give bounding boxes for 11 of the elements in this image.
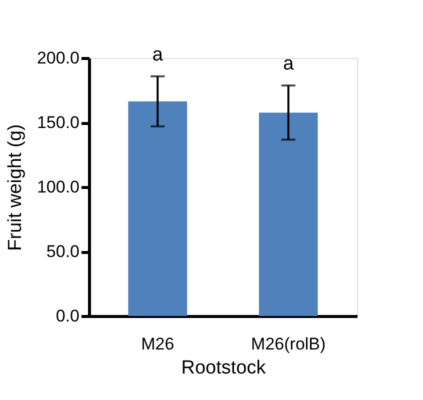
x-tick-label: M26 <box>141 334 174 354</box>
y-axis-title: Fruit weight (g) <box>4 124 26 251</box>
x-tick-label: M26(rolB) <box>251 334 326 354</box>
y-tick-label: 0.0 <box>56 306 80 326</box>
y-tick-label: 200.0 <box>36 48 80 68</box>
x-axis-title: Rootstock <box>181 358 266 378</box>
y-tick-label: 50.0 <box>46 242 80 261</box>
y-tick-label: 100.0 <box>36 178 80 196</box>
annotation: a <box>283 53 294 74</box>
annotation: a <box>152 44 164 66</box>
y-tick-label: 150.0 <box>36 113 80 132</box>
